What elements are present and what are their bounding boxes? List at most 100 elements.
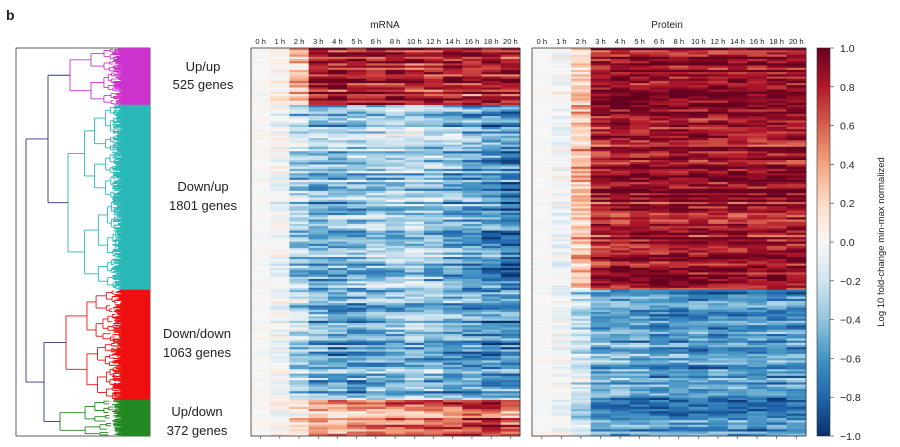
heatmap-cell xyxy=(610,212,631,216)
heatmap-cell xyxy=(308,270,329,273)
heatmap-cell xyxy=(289,177,310,181)
heatmap-cell xyxy=(404,358,425,361)
heatmap-cell xyxy=(590,122,611,126)
heatmap-cell xyxy=(251,195,271,198)
heatmap-cell xyxy=(590,219,611,223)
heatmap-cell xyxy=(669,155,689,159)
heatmap-cell xyxy=(251,256,271,260)
heatmap-cell xyxy=(404,296,425,300)
heatmap-cell xyxy=(727,204,748,207)
heatmap-cell xyxy=(462,301,482,304)
heatmap-cell xyxy=(688,219,709,223)
heatmap-cell xyxy=(385,334,406,337)
heatmap-cell xyxy=(532,234,552,238)
heatmap-cell xyxy=(766,276,787,280)
heatmap-cell xyxy=(669,195,689,198)
cluster-count-down-up: 1801 genes xyxy=(169,198,237,213)
heatmap-cell xyxy=(423,100,444,104)
heatmap-cell xyxy=(481,340,502,344)
heatmap-cell xyxy=(423,259,444,262)
heatmap-cell xyxy=(270,56,290,60)
heatmap-cell xyxy=(629,184,650,187)
heatmap-cell xyxy=(423,323,444,326)
heatmap-cell xyxy=(571,160,592,163)
heatmap-cell xyxy=(251,427,271,430)
heatmap-cell xyxy=(423,177,444,181)
heatmap-cell xyxy=(766,111,787,115)
heatmap-cell xyxy=(327,133,348,137)
heatmap-cell xyxy=(688,166,709,170)
heatmap-cell xyxy=(443,261,463,264)
heatmap-cell xyxy=(481,433,502,437)
heatmap-cell xyxy=(347,375,367,379)
heatmap-cell xyxy=(571,100,592,104)
heatmap-cell xyxy=(251,76,271,79)
heatmap-cell xyxy=(404,303,425,306)
heatmap-cell xyxy=(551,72,572,75)
heatmap-cell xyxy=(443,429,463,432)
heatmap-cell xyxy=(649,113,670,117)
heatmap-cell xyxy=(385,149,406,152)
heatmap-cell xyxy=(308,120,329,123)
heatmap-cell xyxy=(481,303,502,306)
heatmap-cell xyxy=(727,151,748,154)
heatmap-cell xyxy=(385,63,406,66)
heatmap-cell xyxy=(366,146,386,150)
heatmap-cell xyxy=(629,232,650,236)
heatmap-cell xyxy=(404,278,425,282)
heatmap-cell xyxy=(571,263,592,267)
heatmap-cell xyxy=(786,190,807,194)
cluster-name-up-up: Up/up xyxy=(186,59,221,74)
heatmap-cell xyxy=(327,221,348,225)
heatmap-cell xyxy=(532,87,552,90)
heatmap-cell xyxy=(688,239,709,242)
heatmap-cell xyxy=(385,61,406,64)
heatmap-cell xyxy=(462,353,482,357)
heatmap-cell xyxy=(500,124,521,128)
heatmap-cell xyxy=(481,186,502,189)
heatmap-cell xyxy=(688,85,709,88)
heatmap-cell xyxy=(571,243,592,247)
heatmap-cell xyxy=(327,256,348,260)
heatmap-cell xyxy=(404,276,425,280)
heatmap-cell xyxy=(308,278,329,282)
heatmap-cell xyxy=(708,212,729,216)
heatmap-cell xyxy=(347,102,367,106)
heatmap-cell xyxy=(551,274,572,278)
heatmap-cell xyxy=(669,153,689,156)
heatmap-cell xyxy=(669,259,689,262)
heatmap-cell xyxy=(327,177,348,181)
heatmap-cell xyxy=(347,80,367,84)
heatmap-cell xyxy=(327,427,348,430)
heatmap-cell xyxy=(766,267,787,271)
heatmap-cell xyxy=(610,261,631,264)
heatmap-cell xyxy=(251,74,271,77)
heatmap-cell xyxy=(500,206,521,209)
heatmap-cell xyxy=(347,208,367,212)
heatmap-cell xyxy=(766,223,787,227)
heatmap-cell xyxy=(747,237,768,240)
heatmap-cell xyxy=(366,166,386,170)
heatmap-cell xyxy=(629,138,650,141)
heatmap-cell xyxy=(327,160,348,163)
heatmap-cell xyxy=(462,296,482,300)
heatmap-cell xyxy=(404,237,425,240)
heatmap-cell xyxy=(404,140,425,143)
heatmap-cell xyxy=(404,109,425,112)
heatmap-cell xyxy=(366,382,386,385)
heatmap-cell xyxy=(481,98,502,101)
heatmap-cell xyxy=(551,204,572,207)
heatmap-cell xyxy=(347,272,367,275)
heatmap-cell xyxy=(551,149,572,152)
heatmap-cell xyxy=(404,182,425,185)
heatmap-cell xyxy=(500,296,521,300)
heatmap-cell xyxy=(590,89,611,93)
heatmap-cell xyxy=(404,406,425,410)
heatmap-cell xyxy=(270,325,290,328)
heatmap-cell xyxy=(532,69,552,73)
heatmap-cell xyxy=(251,369,271,372)
heatmap-cell xyxy=(571,111,592,115)
heatmap-cell xyxy=(251,171,271,174)
heatmap-cell xyxy=(708,250,729,253)
heatmap-cell xyxy=(481,138,502,141)
